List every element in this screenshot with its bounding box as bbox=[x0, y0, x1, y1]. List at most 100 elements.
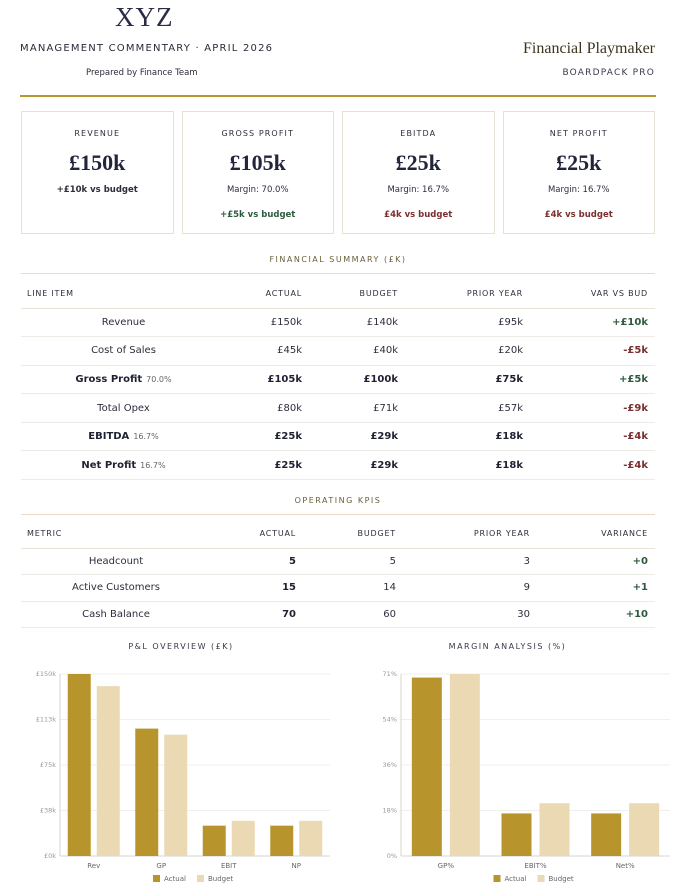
line-item: Net Profit 16.7% bbox=[21, 450, 226, 481]
actual-cell: £45k bbox=[226, 336, 302, 366]
kpi-card-label: REVENUE bbox=[74, 129, 121, 138]
actual-cell: £80k bbox=[226, 393, 302, 423]
kpi-card-value: £105k bbox=[229, 150, 286, 175]
prior-year-cell: £57k bbox=[398, 393, 523, 423]
column-header: ACTUAL bbox=[211, 520, 296, 549]
kpi-card-revenue: REVENUE £150k +£10k vs budget bbox=[21, 111, 174, 234]
margin-analysis-title: MARGIN ANALYSIS (%) bbox=[448, 642, 567, 651]
kpi-card-margin: Margin: 16.7% bbox=[387, 185, 450, 195]
table-row: EBITDA 16.7% £25k £29k £18k -£4k bbox=[21, 422, 655, 452]
section-divider bbox=[21, 514, 655, 515]
table-row: Cash Balance 70 60 30 +10 bbox=[21, 601, 655, 629]
column-header: VAR VS BUD bbox=[523, 280, 655, 309]
legend-swatch bbox=[197, 875, 204, 882]
y-tick-label: £150k bbox=[36, 670, 57, 678]
y-tick-label: £38k bbox=[40, 807, 56, 815]
kpi-card-gross-profit: GROSS PROFIT £105k Margin: 70.0% +£5k vs… bbox=[181, 111, 334, 234]
document-title: MANAGEMENT COMMENTARY · APRIL 2026 bbox=[20, 43, 274, 54]
legend-swatch bbox=[537, 875, 545, 882]
header-divider bbox=[20, 95, 656, 97]
column-header: BUDGET bbox=[302, 280, 398, 309]
kpi-card-ebitda: EBITDA £25k Margin: 16.7% £4k vs budget bbox=[342, 111, 495, 234]
prior-year-cell: £75k bbox=[398, 365, 523, 395]
prior-year-cell: £18k bbox=[398, 450, 523, 481]
financial-summary-table: LINE ITEM ACTUAL BUDGET PRIOR YEAR VAR V… bbox=[21, 280, 655, 481]
operating-kpis-table: METRIC ACTUAL BUDGET PRIOR YEAR VARIANCE… bbox=[21, 520, 655, 629]
table-row: Gross Profit 70.0% £105k £100k £75k +£5k bbox=[21, 365, 655, 395]
budget-cell: 60 bbox=[296, 601, 396, 629]
x-tick-label: GP bbox=[156, 862, 166, 870]
bar-actual bbox=[67, 674, 91, 856]
kpi-card-margin: Margin: 70.0% bbox=[226, 185, 289, 195]
actual-cell: 5 bbox=[211, 548, 296, 576]
kpi-card-value: £25k bbox=[395, 150, 441, 175]
margin-note: 16.7% bbox=[133, 432, 159, 442]
brand-subtitle: BOARDPACK PRO bbox=[562, 68, 655, 78]
legend-swatch bbox=[493, 875, 501, 882]
actual-cell: 70 bbox=[211, 601, 296, 629]
metric-name: Active Customers bbox=[21, 574, 211, 602]
budget-cell: £29k bbox=[302, 450, 398, 481]
prior-year-cell: 30 bbox=[396, 601, 530, 629]
table-row: Cost of Sales £45k £40k £20k -£5k bbox=[21, 336, 655, 366]
prior-year-cell: £18k bbox=[398, 422, 523, 452]
budget-cell: 5 bbox=[296, 548, 396, 576]
legend-label: Actual bbox=[164, 875, 186, 883]
table-header-row: METRIC ACTUAL BUDGET PRIOR YEAR VARIANCE bbox=[21, 520, 655, 549]
kpi-card-value: £150k bbox=[69, 150, 126, 175]
margin-note: 70.0% bbox=[146, 374, 172, 384]
bar-actual bbox=[411, 677, 442, 856]
column-header: ACTUAL bbox=[226, 280, 302, 309]
actual-cell: £25k bbox=[226, 450, 302, 481]
x-tick-label: NP bbox=[292, 862, 301, 870]
margin-analysis-chart: 0% 18% 36% 54% 71% GP% EBIT% Net% Actual Budget bbox=[383, 670, 670, 883]
prior-year-cell: 9 bbox=[396, 574, 530, 602]
y-tick-label: £0k bbox=[44, 852, 56, 860]
y-tick-label: 54% bbox=[383, 716, 397, 724]
column-header: PRIOR YEAR bbox=[396, 520, 530, 549]
kpi-card-label: EBITDA bbox=[400, 129, 437, 138]
metric-name: Headcount bbox=[21, 548, 211, 576]
variance-cell: -£9k bbox=[523, 393, 655, 423]
financial-summary-title: FINANCIAL SUMMARY (£K) bbox=[269, 255, 407, 264]
kpi-card-variance: +£10k vs budget bbox=[56, 185, 138, 195]
table-row: Revenue £150k £140k £95k +£10k bbox=[21, 308, 655, 338]
variance-cell: +10 bbox=[530, 601, 655, 629]
column-header: METRIC bbox=[21, 520, 211, 549]
line-item: Gross Profit 70.0% bbox=[21, 365, 226, 395]
x-tick-label: EBIT% bbox=[524, 862, 547, 870]
kpi-card-margin: Margin: 16.7% bbox=[547, 185, 610, 195]
bar-budget bbox=[164, 734, 188, 856]
kpi-card-variance: £4k vs budget bbox=[544, 210, 613, 220]
bar-actual bbox=[270, 825, 294, 856]
bar-budget bbox=[539, 803, 570, 856]
column-header: LINE ITEM bbox=[21, 280, 226, 309]
legend-label: Budget bbox=[208, 875, 233, 883]
pl-overview-chart: £0k £38k £75k £113k £150k Rev GP EBIT NP Actual Bu… bbox=[36, 670, 330, 883]
variance-cell: -£4k bbox=[523, 450, 655, 481]
metric-name: Cash Balance bbox=[21, 601, 211, 629]
operating-kpis-title: OPERATING KPIS bbox=[294, 496, 382, 505]
line-item: Total Opex bbox=[21, 393, 226, 423]
y-tick-label: 0% bbox=[387, 852, 397, 860]
bar-budget bbox=[96, 686, 120, 856]
line-item: Revenue bbox=[21, 308, 226, 338]
legend-label: Budget bbox=[549, 875, 574, 883]
variance-cell: +£5k bbox=[523, 365, 655, 395]
variance-cell: +£10k bbox=[523, 308, 655, 338]
margin-note: 16.7% bbox=[140, 460, 166, 470]
kpi-card-label: GROSS PROFIT bbox=[221, 129, 294, 138]
kpi-card-label: NET PROFIT bbox=[549, 129, 608, 138]
section-divider bbox=[21, 273, 655, 274]
bar-budget bbox=[231, 820, 255, 856]
bar-actual bbox=[202, 825, 226, 856]
table-row: Total Opex £80k £71k £57k -£9k bbox=[21, 393, 655, 423]
table-header-row: LINE ITEM ACTUAL BUDGET PRIOR YEAR VAR V… bbox=[21, 280, 655, 309]
pl-overview-title: P&L OVERVIEW (£K) bbox=[128, 642, 234, 651]
actual-cell: £105k bbox=[226, 365, 302, 395]
budget-cell: £40k bbox=[302, 336, 398, 366]
variance-cell: +1 bbox=[530, 574, 655, 602]
x-tick-label: Rev bbox=[87, 862, 100, 870]
actual-cell: £150k bbox=[226, 308, 302, 338]
column-header: BUDGET bbox=[296, 520, 396, 549]
